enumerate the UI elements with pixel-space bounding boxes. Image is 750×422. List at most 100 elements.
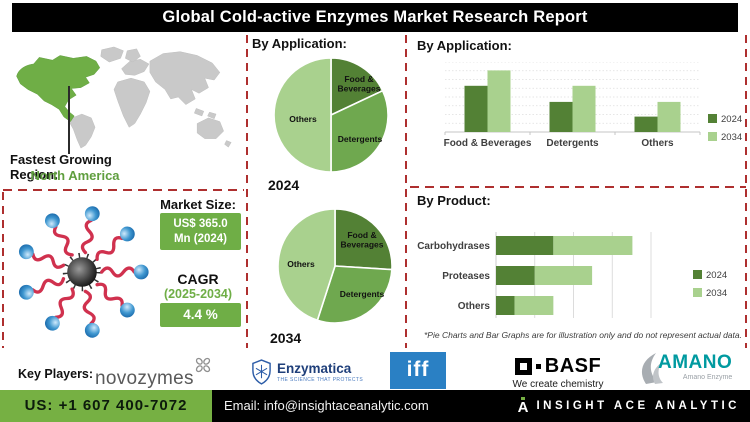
pie-section-title: By Application:	[252, 36, 347, 51]
footer-bar: Email: info@insightaceanalytic.com A INS…	[212, 390, 750, 422]
pie-slice-others	[273, 57, 332, 173]
chart-disclaimer: *Pie Charts and Bar Graphs are for illus…	[424, 330, 742, 340]
pie-2034-year-label: 2034	[270, 330, 302, 346]
basf-wordmark: BASF	[544, 355, 602, 377]
pie-slice-food-beverages	[334, 208, 393, 271]
amano-logo: AMANO Amano Enzyme	[638, 352, 732, 386]
hbar-2034-carbohydrases	[553, 236, 633, 255]
amano-tagline: Amano Enzyme	[682, 374, 733, 381]
y-axis-label-carbohydrases: Carbohydrases	[417, 241, 490, 252]
bar-application-title: By Application:	[417, 38, 512, 53]
fastest-growing-region-label: Fastest Growing Region:	[10, 152, 112, 182]
divider-vertical-mid	[405, 35, 407, 348]
divider-vertical-right	[745, 35, 747, 348]
key-players-label: Key Players:	[18, 367, 94, 381]
iff-logo: iff	[390, 352, 446, 389]
hbar-2024-proteases	[496, 266, 535, 285]
fastest-growing-region-value: North America	[30, 168, 120, 183]
world-map	[16, 46, 232, 149]
phone-contact: US: +1 607 400-7072	[0, 390, 212, 422]
amano-wordmark: AMANO	[658, 352, 733, 373]
bar-2024-detergents	[549, 101, 573, 132]
cagr-period: (2025-2034)	[163, 287, 233, 301]
legend-label-2024: 2024	[721, 114, 742, 125]
bar-2024-others	[634, 116, 658, 132]
enzymatica-shield-icon	[252, 359, 271, 385]
enzymatica-wordmark: Enzymatica	[277, 361, 352, 376]
amano-swoosh-icon	[641, 353, 663, 384]
australia-region	[196, 117, 224, 139]
legend-label-2034: 2034	[721, 132, 742, 143]
europe-region	[121, 58, 150, 76]
bar-product-title: By Product:	[417, 193, 491, 208]
africa-region	[113, 77, 151, 128]
pie-slice-detergents	[330, 89, 389, 173]
pie-label-food-beverages: Food & Beverages	[340, 230, 383, 250]
legend-swatch-2034	[708, 132, 717, 141]
legend-swatch-2024	[708, 114, 717, 123]
bar-chart-by-product: Carbohydrases Proteases Others 2024 2034	[417, 232, 727, 318]
cagr-value-badge: 4.4 %	[160, 303, 241, 327]
pie-label-others: Others	[287, 259, 315, 269]
enzymatica-logo: Enzymatica THE SCIENCE THAT PROTECTS	[251, 359, 363, 385]
pie-slice-others	[277, 208, 336, 322]
brand-name: INSIGHT ACE ANALYTIC	[536, 400, 740, 412]
pie-slice-food-beverages	[330, 57, 384, 117]
legend-swatch-2024	[693, 270, 702, 279]
legend-label-2024: 2024	[706, 270, 727, 281]
novozymes-logo: novozymes	[95, 357, 210, 390]
bar-2034-others	[657, 101, 681, 132]
novozymes-clover-icon	[195, 357, 210, 373]
basf-logo: BASF We create chemistry	[508, 355, 608, 390]
hbar-2024-carbohydrases	[496, 236, 554, 255]
north-america-region	[16, 55, 101, 122]
basf-tagline: We create chemistry	[512, 379, 604, 390]
bar-chart-by-application: Food & Beverages Detergents Others 2024 2034	[444, 62, 742, 149]
hbar-2034-others	[514, 296, 554, 315]
y-axis-label-proteases: Proteases	[442, 271, 490, 282]
region-pointer-line	[68, 86, 70, 154]
market-size-value-badge: US$ 365.0 Mn (2024)	[160, 213, 241, 250]
pie-label-detergents: Detergents	[340, 289, 385, 299]
divider-horizontal-left	[3, 189, 244, 191]
hbar-2024-others	[496, 296, 515, 315]
pie-chart-2024: Food & Beverages Detergents Others	[273, 57, 389, 173]
legend-swatch-2034	[693, 288, 702, 297]
basf-dot-icon	[535, 364, 541, 369]
pie-chart-2034: Food & Beverages Detergents Others	[277, 208, 393, 324]
x-axis-label-others: Others	[641, 138, 674, 149]
bar-2034-food-beverages	[487, 70, 511, 132]
market-size-label: Market Size:	[160, 197, 236, 212]
x-axis-label-detergents: Detergents	[546, 138, 599, 149]
divider-vertical-far-left	[2, 192, 4, 348]
brand-block: A INSIGHT ACE ANALYTIC	[518, 390, 740, 422]
scandinavia-region	[125, 48, 141, 63]
pie-label-others: Others	[289, 114, 317, 124]
cagr-label: CAGR	[177, 271, 219, 287]
south-america-region	[69, 113, 96, 149]
report-title: Global Cold-active Enzymes Market Resear…	[12, 3, 738, 32]
pie-label-food-beverages: Food & Beverages	[337, 74, 380, 94]
y-axis-label-others: Others	[458, 301, 491, 312]
molecule-core	[67, 257, 97, 287]
legend-label-2034: 2034	[706, 288, 727, 299]
divider-vertical-left	[246, 35, 248, 348]
greenland-region	[100, 46, 124, 63]
pie-2024-year-label: 2024	[268, 177, 300, 193]
pie-label-detergents: Detergents	[338, 134, 383, 144]
molecule-core-spikes	[62, 252, 102, 292]
hbar-2034-proteases	[534, 266, 593, 285]
email-contact: Email: info@insightaceanalytic.com	[224, 398, 429, 413]
enzymatica-tagline: THE SCIENCE THAT PROTECTS	[277, 377, 364, 383]
enzyme-molecule-illustration	[15, 203, 151, 341]
basf-square-icon	[514, 358, 532, 375]
pie-slice-detergents	[316, 265, 393, 324]
bar-2034-detergents	[572, 85, 596, 132]
divider-horizontal-right	[410, 186, 746, 188]
bar-2024-food-beverages	[464, 85, 488, 132]
insight-ace-a-icon: A	[518, 396, 528, 415]
x-axis-label-food-beverages: Food & Beverages	[444, 138, 532, 149]
asia-region	[149, 51, 221, 105]
novozymes-wordmark: novozymes	[95, 368, 194, 389]
